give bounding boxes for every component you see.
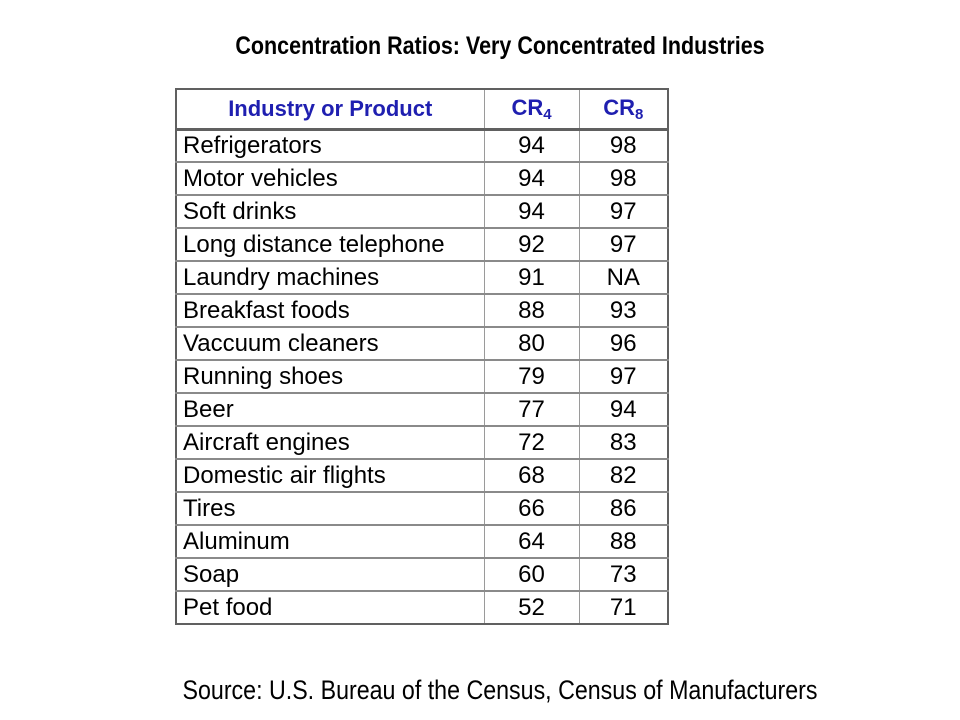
cr4-cell: 72 xyxy=(483,425,580,460)
industry-cell: Domestic air flights xyxy=(175,458,485,493)
concentration-table: Industry or Product CR4 CR8 Refrigerator… xyxy=(175,88,669,625)
industry-cell: Aircraft engines xyxy=(175,425,485,460)
cr4-cell: 88 xyxy=(483,293,580,328)
cr8-cell: 97 xyxy=(578,227,669,262)
cr8-cell: 98 xyxy=(578,128,669,163)
cr8-cell: 97 xyxy=(578,359,669,394)
industry-cell: Pet food xyxy=(175,590,485,625)
cr8-cell: 98 xyxy=(578,161,669,196)
table-row: Tires 66 86 xyxy=(175,491,669,526)
cr8-cell: 93 xyxy=(578,293,669,328)
cr8-cell: 86 xyxy=(578,491,669,526)
table-body: Refrigerators 94 98 Motor vehicles 94 98 Soft … xyxy=(175,128,669,625)
source-note: Source: U.S. Bureau of the Census, Censu… xyxy=(182,675,818,705)
cr8-cell: 83 xyxy=(578,425,669,460)
table-row: Breakfast foods 88 93 xyxy=(175,293,669,328)
header-industry: Industry or Product xyxy=(175,88,485,131)
cr4-cell: 94 xyxy=(483,161,580,196)
table-row: Aircraft engines 72 83 xyxy=(175,425,669,460)
page-title: Concentration Ratios: Very Concentrated … xyxy=(235,32,765,60)
cr8-cell: NA xyxy=(578,260,669,295)
table-row: Domestic air flights 68 82 xyxy=(175,458,669,493)
industry-cell: Breakfast foods xyxy=(175,293,485,328)
industry-cell: Tires xyxy=(175,491,485,526)
industry-cell: Beer xyxy=(175,392,485,427)
cr8-cell: 88 xyxy=(578,524,669,559)
cr4-cell: 77 xyxy=(483,392,580,427)
industry-cell: Running shoes xyxy=(175,359,485,394)
industry-cell: Aluminum xyxy=(175,524,485,559)
industry-cell: Laundry machines xyxy=(175,260,485,295)
header-cr8-base: CR xyxy=(603,94,635,120)
cr4-cell: 94 xyxy=(483,194,580,229)
cr4-cell: 92 xyxy=(483,227,580,262)
cr4-cell: 68 xyxy=(483,458,580,493)
table-row: Aluminum 64 88 xyxy=(175,524,669,559)
header-cr4-sub: 4 xyxy=(543,105,552,123)
industry-cell: Soap xyxy=(175,557,485,592)
cr8-cell: 73 xyxy=(578,557,669,592)
cr4-cell: 52 xyxy=(483,590,580,625)
industry-cell: Soft drinks xyxy=(175,194,485,229)
cr4-cell: 94 xyxy=(483,128,580,163)
table-row: Running shoes 79 97 xyxy=(175,359,669,394)
header-cr4: CR4 xyxy=(483,88,580,131)
header-cr8: CR8 xyxy=(578,88,669,131)
industry-cell: Long distance telephone xyxy=(175,227,485,262)
table-row: Beer 77 94 xyxy=(175,392,669,427)
table-row: Soap 60 73 xyxy=(175,557,669,592)
cr8-cell: 82 xyxy=(578,458,669,493)
cr4-cell: 66 xyxy=(483,491,580,526)
industry-cell: Vaccuum cleaners xyxy=(175,326,485,361)
table-row: Pet food 52 71 xyxy=(175,590,669,625)
industry-cell: Motor vehicles xyxy=(175,161,485,196)
table-row: Motor vehicles 94 98 xyxy=(175,161,669,196)
header-cr8-sub: 8 xyxy=(634,105,644,123)
cr4-cell: 60 xyxy=(483,557,580,592)
cr4-cell: 64 xyxy=(483,524,580,559)
cr8-cell: 94 xyxy=(578,392,669,427)
table-row: Soft drinks 94 97 xyxy=(175,194,669,229)
cr4-cell: 80 xyxy=(483,326,580,361)
table-row: Vaccuum cleaners 80 96 xyxy=(175,326,669,361)
header-cr4-base: CR xyxy=(511,94,544,120)
cr8-cell: 97 xyxy=(578,194,669,229)
table-header-row: Industry or Product CR4 CR8 xyxy=(175,88,669,131)
table-row: Laundry machines 91 NA xyxy=(175,260,669,295)
table-row: Long distance telephone 92 97 xyxy=(175,227,669,262)
cr4-cell: 91 xyxy=(483,260,580,295)
cr8-cell: 96 xyxy=(578,326,669,361)
cr8-cell: 71 xyxy=(578,590,669,625)
cr4-cell: 79 xyxy=(483,359,580,394)
table-row: Refrigerators 94 98 xyxy=(175,128,669,163)
industry-cell: Refrigerators xyxy=(175,128,485,163)
